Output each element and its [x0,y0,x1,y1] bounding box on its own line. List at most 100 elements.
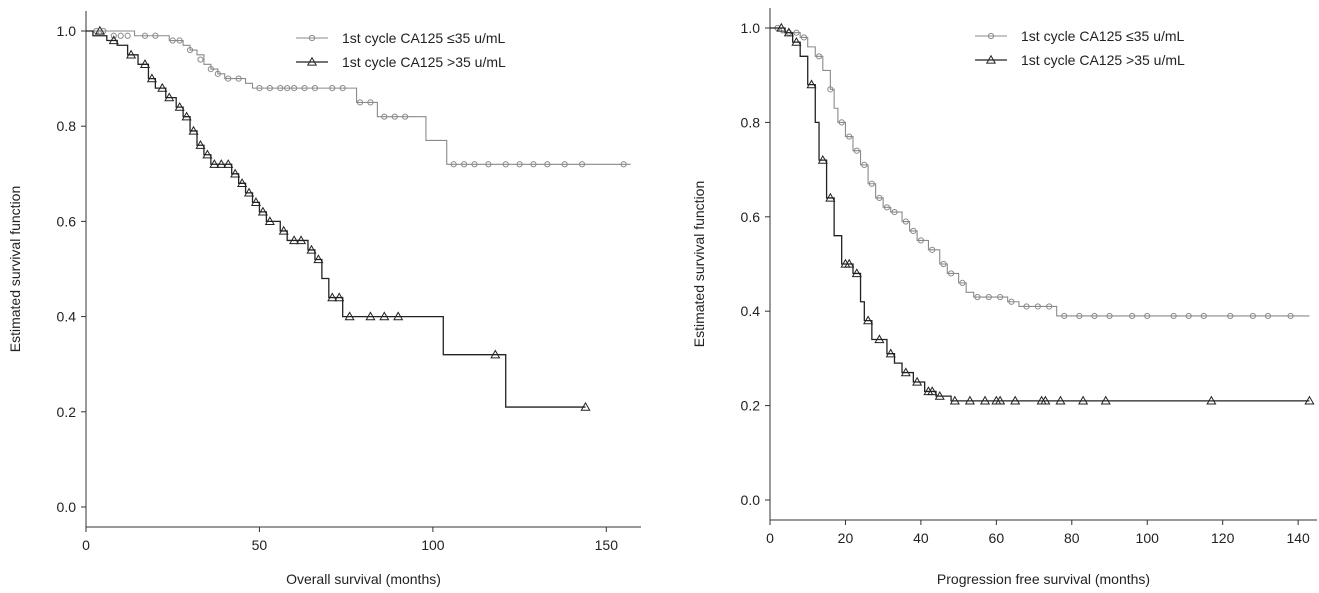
censor-mark [1091,312,1098,320]
censor-mark [278,225,289,235]
censor-mark [237,178,248,187]
censor-mark [264,216,275,226]
censor-mark [815,53,823,60]
censor-mark [301,85,308,92]
legend-entry-1: 1st cycle CA125 ≤35 u/mL [975,28,1185,44]
y-tick-label: 0.0 [57,499,77,515]
censor-mark [620,161,627,168]
censor-mark [929,246,936,253]
censor-mark [402,113,409,120]
censor-mark [334,292,345,302]
censor-mark [266,85,273,92]
censor-mark [900,367,911,377]
censor-mark [339,85,346,92]
censor-mark [940,260,947,268]
censor-mark [516,161,523,168]
censor-mark [580,401,591,411]
y-tick-label: 1.0 [741,20,761,36]
censor-mark [949,395,960,405]
x-tick-label: 120 [1211,530,1235,546]
censor-mark [561,161,568,168]
censor-mark [188,125,199,135]
censor-mark [169,37,176,44]
censor-mark [1078,395,1089,405]
y-tick-label: 0.4 [741,303,761,319]
censor-mark [284,85,291,92]
censor-mark [207,65,214,73]
censor-mark [202,149,213,159]
y-tick-label: 0.2 [57,404,77,420]
censor-mark [381,113,388,120]
x-tick-label: 150 [595,537,619,553]
y-axis-label: Estimated survival function [7,186,23,353]
censor-mark [1023,303,1030,310]
censor-mark [216,159,227,168]
censor-mark [296,235,307,245]
x-tick-label: 20 [838,530,854,546]
censor-mark [460,161,468,168]
censor-mark [853,147,860,154]
censor-mark [1287,312,1294,320]
censor-mark [997,293,1004,301]
censor-mark [174,101,185,111]
censor-mark [1008,298,1015,305]
censor-mark [344,311,355,321]
censor-mark [876,194,883,202]
censor-mark [544,161,551,168]
censor-mark [393,311,404,321]
x-tick-label: 50 [252,537,268,553]
x-tick-label: 80 [1064,530,1080,546]
censor-mark [817,154,828,164]
x-tick-label: 100 [1136,530,1160,546]
censor-mark [1061,312,1068,320]
censor-mark [995,395,1006,405]
censor-mark [917,237,924,244]
censor-mark [825,192,836,202]
censor-mark [214,70,221,77]
series-line-1 [770,27,1310,317]
censor-mark [910,227,917,235]
y-tick-label: 0.4 [57,309,77,325]
censor-mark [1040,395,1051,405]
censor-mark [883,204,891,211]
censor-mark [126,49,137,59]
censor-mark [578,161,586,168]
censor-mark [868,180,875,187]
censor-mark [146,73,157,83]
chart-panel-1: 0.0 0.2 0.4 0.6 0.8 1.0 0 50 100 150 Overall survi… [7,11,641,587]
censor-mark [485,161,492,168]
censor-mark [223,159,234,168]
censor-mark [1129,312,1136,320]
censor-mark [1249,312,1256,320]
legend-label: 1st cycle CA125 ≤35 u/mL [1021,28,1185,44]
censor-mark [1144,312,1151,320]
censor-mark [827,86,834,93]
legend-label: 1st cycle CA125 ≤35 u/mL [342,30,506,46]
censor-mark [891,208,898,216]
censor-mark [927,386,938,396]
censor-mark [844,258,855,268]
y-tick-label: 1.0 [57,23,77,39]
x-tick-label: 0 [766,530,774,546]
censor-mark [490,349,501,359]
y-tick-label: 0.8 [57,118,77,134]
x-tick-label: 0 [82,537,90,553]
y-tick-label: 0.2 [741,398,761,414]
censor-mark [502,161,509,168]
censor-mark [289,235,300,245]
y-tick-label: 0.6 [741,209,761,225]
censor-mark [974,293,981,301]
censor-mark [979,395,991,405]
x-tick-label: 140 [1286,530,1310,546]
censor-mark [157,82,168,92]
censor-mark [195,140,206,149]
censor-mark [806,79,817,89]
censor-mark [256,85,263,92]
censor-mark [367,99,374,106]
censor-mark [391,113,398,120]
censor-mark [1206,395,1217,405]
x-tick-label: 60 [989,530,1005,546]
censor-mark [230,168,241,178]
